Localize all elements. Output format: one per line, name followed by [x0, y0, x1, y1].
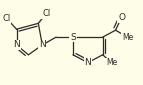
Text: Me: Me	[106, 58, 117, 67]
Text: O: O	[118, 13, 125, 22]
Text: N: N	[39, 40, 46, 49]
Text: N: N	[85, 58, 91, 67]
Text: Me: Me	[122, 33, 133, 42]
Text: S: S	[70, 33, 76, 42]
Text: N: N	[13, 40, 20, 49]
Text: Cl: Cl	[3, 14, 11, 23]
Text: Cl: Cl	[42, 9, 50, 18]
